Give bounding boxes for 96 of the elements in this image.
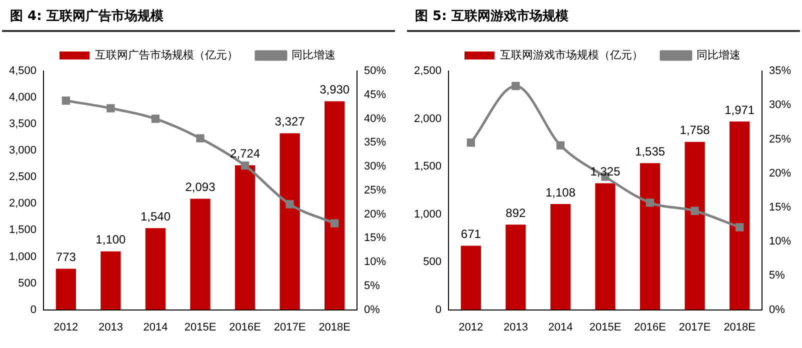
- point: [556, 141, 565, 150]
- y2-tick-label: 0%: [364, 304, 380, 316]
- y2-tick-label: 20%: [768, 167, 792, 180]
- data-label: 1,971: [724, 102, 755, 117]
- y-tick-label: 1,500: [8, 224, 37, 236]
- data-label: 671: [460, 227, 482, 242]
- bar: [550, 204, 571, 310]
- data-label: 3,930: [320, 82, 350, 97]
- y-tick-label: 2,500: [8, 171, 37, 184]
- data-label: 892: [506, 206, 526, 220]
- y2-tick-label: 45%: [364, 88, 386, 101]
- bar: [730, 122, 750, 310]
- bar: [234, 165, 256, 310]
- y-tick-label: 3,000: [8, 144, 37, 157]
- y2-tick-label: 25%: [364, 184, 386, 196]
- bar: [640, 163, 660, 310]
- y2-tick-label: 30%: [768, 99, 792, 112]
- y-tick-label: 500: [18, 277, 37, 290]
- y2-tick-label: 10%: [768, 236, 792, 248]
- point: [62, 96, 70, 105]
- x-tick-label: 2017E: [678, 321, 711, 334]
- bar: [460, 246, 481, 310]
- chart-title: 图 4: 互联网广告市场规模: [2, 4, 395, 32]
- y2-tick-label: 20%: [364, 208, 386, 220]
- legend-label: 同比增速: [696, 48, 740, 62]
- x-tick-label: 2015E: [184, 321, 216, 334]
- data-label: 1,325: [590, 164, 621, 179]
- point: [196, 134, 204, 142]
- y2-tick-label: 35%: [364, 136, 386, 149]
- point: [151, 114, 160, 123]
- bar: [190, 198, 210, 310]
- x-tick-label: 2014: [143, 321, 168, 334]
- point: [240, 161, 250, 170]
- y2-tick-label: 30%: [364, 160, 386, 173]
- y2-tick-label: 10%: [364, 256, 386, 268]
- point: [466, 138, 475, 147]
- y-tick-label: 4,000: [8, 92, 37, 104]
- point: [330, 219, 339, 228]
- y-tick-label: 1,000: [8, 250, 37, 263]
- legend-label: 互联网游戏市场规模（亿元）: [500, 48, 643, 62]
- y2-tick-label: 15%: [768, 201, 792, 214]
- x-tick-label: 2014: [548, 321, 573, 334]
- x-tick-label: 2016E: [634, 321, 666, 334]
- bar: [100, 251, 121, 310]
- bar: [324, 101, 345, 310]
- x-tick-label: 2018E: [318, 321, 350, 334]
- y2-tick-label: 25%: [768, 133, 792, 146]
- data-label: 1,108: [545, 185, 576, 200]
- x-tick-label: 2017E: [274, 321, 306, 334]
- chart-title: 图 5: 互联网游戏市场规模: [407, 4, 800, 32]
- y2-tick-label: 40%: [364, 112, 386, 125]
- data-label: 1,100: [96, 232, 126, 247]
- x-tick-label: 2013: [503, 321, 528, 334]
- data-label: 3,327: [274, 114, 306, 129]
- bar: [145, 228, 166, 310]
- y-tick-label: 500: [423, 256, 442, 268]
- data-label: 1,535: [635, 144, 666, 158]
- y2-tick-label: 50%: [364, 65, 386, 78]
- y-tick-label: 3,500: [8, 118, 37, 130]
- x-tick-label: 2015E: [589, 321, 622, 334]
- y-tick-label: 2,500: [414, 65, 442, 78]
- x-tick-label: 2013: [98, 321, 123, 334]
- y-tick-label: 0: [435, 304, 442, 316]
- bar: [56, 268, 76, 310]
- bar: [506, 224, 526, 310]
- y-tick-label: 4,500: [8, 65, 37, 78]
- point: [736, 223, 744, 232]
- legend-label: 互联网广告市场规模（亿元）: [95, 48, 238, 62]
- y-tick-label: 1,000: [414, 208, 442, 220]
- point: [690, 206, 699, 215]
- point: [646, 198, 654, 207]
- data-label: 773: [56, 250, 76, 264]
- bar: [595, 183, 616, 310]
- x-tick-label: 2012: [54, 321, 78, 334]
- y-tick-label: 2,000: [414, 112, 442, 125]
- x-tick-label: 2018E: [724, 321, 756, 334]
- data-label: 2,093: [185, 180, 216, 194]
- point: [106, 104, 115, 112]
- bar: [684, 142, 705, 310]
- y2-tick-label: 0%: [768, 304, 786, 316]
- point: [286, 200, 294, 208]
- y2-tick-label: 35%: [768, 65, 792, 78]
- y-tick-label: 1,500: [414, 160, 442, 173]
- y-tick-label: 0: [30, 304, 37, 316]
- y2-tick-label: 15%: [364, 232, 386, 244]
- data-label: 2,724: [230, 146, 260, 161]
- x-tick-label: 2016E: [229, 321, 261, 334]
- data-label: 1,758: [680, 123, 710, 138]
- bar: [280, 133, 300, 310]
- y2-tick-label: 5%: [364, 280, 380, 292]
- data-label: 1,540: [140, 209, 171, 224]
- y2-tick-label: 5%: [768, 270, 786, 282]
- x-tick-label: 2012: [458, 321, 484, 334]
- y-tick-label: 2,000: [8, 198, 37, 210]
- legend-label: 同比增速: [292, 48, 336, 62]
- point: [512, 82, 520, 90]
